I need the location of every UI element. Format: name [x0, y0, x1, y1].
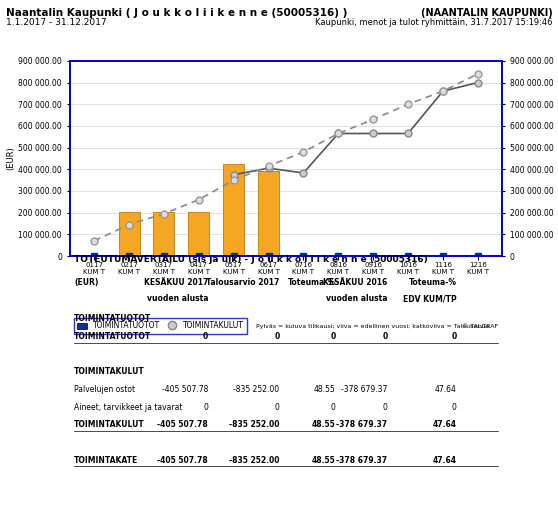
Text: TOIMINTAKATE: TOIMINTAKATE: [74, 456, 138, 464]
Text: Palvelujen ostot: Palvelujen ostot: [74, 385, 135, 394]
Text: Aineet, tarvikkeet ja tavarat: Aineet, tarvikkeet ja tavarat: [74, 403, 182, 412]
Text: -378 679.37: -378 679.37: [336, 420, 388, 429]
Text: 0: 0: [203, 332, 208, 341]
Text: TOTEUTUMAVERTAILU (sis ja ulk) - J o u k k o l i i k e n n e (50005316): TOTEUTUMAVERTAILU (sis ja ulk) - J o u k…: [74, 255, 428, 264]
Text: -405 507.78: -405 507.78: [162, 385, 208, 394]
Bar: [189, 211, 209, 256]
Bar: [153, 211, 174, 256]
Text: 0: 0: [330, 332, 336, 341]
Text: 0: 0: [331, 403, 336, 412]
Text: 47.64: 47.64: [433, 456, 457, 464]
Text: KESÄKUU 2016: KESÄKUU 2016: [323, 278, 388, 287]
Text: -835 252.00: -835 252.00: [229, 456, 280, 464]
Text: Kaupunki, menot ja tulot ryhmittäin, 31.7.2017 15:19:46: Kaupunki, menot ja tulot ryhmittäin, 31.…: [315, 18, 552, 27]
Text: (NAANTALIN KAUPUNKI): (NAANTALIN KAUPUNKI): [421, 8, 552, 18]
Text: 1.1.2017 - 31.12.2017: 1.1.2017 - 31.12.2017: [6, 18, 106, 27]
Text: -835 252.00: -835 252.00: [233, 385, 280, 394]
Bar: [223, 164, 244, 256]
Text: 48.55: 48.55: [314, 385, 336, 394]
Text: EDV KUM/TP: EDV KUM/TP: [403, 295, 457, 304]
Text: (EUR): (EUR): [74, 278, 98, 287]
Text: 0: 0: [382, 332, 388, 341]
Text: -405 507.78: -405 507.78: [157, 456, 208, 464]
Text: -378 679.37: -378 679.37: [336, 456, 388, 464]
Text: Toteuma-%: Toteuma-%: [409, 278, 457, 287]
Text: 48.55: 48.55: [312, 456, 336, 464]
Text: Toteuma-%: Toteuma-%: [288, 278, 336, 287]
Text: -405 507.78: -405 507.78: [157, 420, 208, 429]
Text: 0: 0: [274, 332, 280, 341]
Text: 0: 0: [452, 403, 457, 412]
Text: 0: 0: [383, 403, 388, 412]
Text: -378 679.37: -378 679.37: [341, 385, 388, 394]
Bar: [118, 211, 140, 256]
Text: Naantalin Kaupunki ( J o u k k o l i i k e n n e (50005316) ): Naantalin Kaupunki ( J o u k k o l i i k…: [6, 8, 347, 18]
Text: TOIMINTATUOTOT: TOIMINTATUOTOT: [74, 314, 151, 323]
Text: TOIMINTAKULUT: TOIMINTAKULUT: [74, 367, 145, 376]
Text: 47.64: 47.64: [433, 420, 457, 429]
Text: 0: 0: [203, 403, 208, 412]
Text: KESÄKUU 2017: KESÄKUU 2017: [144, 278, 208, 287]
Text: 0: 0: [451, 332, 457, 341]
Text: 0: 0: [275, 403, 280, 412]
Text: vuoden alusta: vuoden alusta: [147, 295, 208, 304]
Bar: [258, 171, 279, 256]
Text: Pylväs = kuluva tilikausi; viiva = edellinen vuosi; katkoviiva = Talousarvio: Pylväs = kuluva tilikausi; viiva = edell…: [256, 324, 489, 329]
Y-axis label: (EUR): (EUR): [7, 147, 16, 170]
Text: 48.55: 48.55: [312, 420, 336, 429]
Text: 47.64: 47.64: [435, 385, 457, 394]
Text: -835 252.00: -835 252.00: [229, 420, 280, 429]
Text: Talousarvio 2017: Talousarvio 2017: [206, 278, 280, 287]
Text: TOIMINTAKULUT: TOIMINTAKULUT: [74, 420, 145, 429]
Legend: TOIMINTATUOTOT, TOIMINTAKULUT: TOIMINTATUOTOT, TOIMINTAKULUT: [74, 317, 247, 334]
Text: TOIMINTATUOTOT: TOIMINTATUOTOT: [74, 332, 151, 341]
Text: © TALGRAF: © TALGRAF: [462, 324, 498, 329]
Text: vuoden alusta: vuoden alusta: [326, 295, 388, 304]
